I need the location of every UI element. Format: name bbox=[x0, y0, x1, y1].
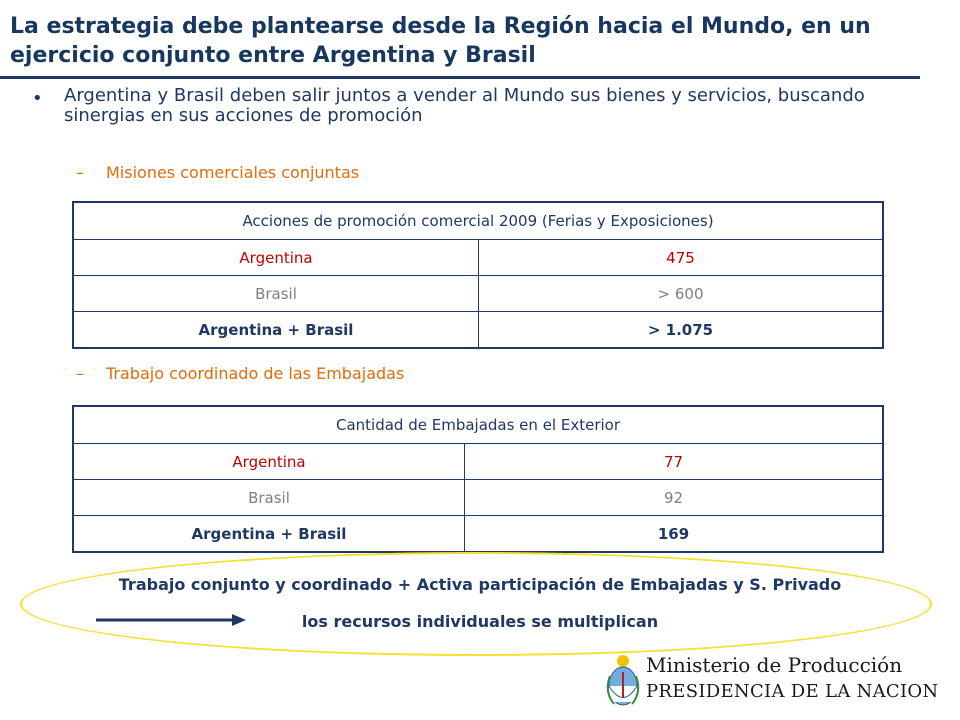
summary-ellipse bbox=[20, 552, 932, 656]
slide-title: La estrategia debe plantearse desde la R… bbox=[10, 14, 871, 68]
row-value-brasil: 92 bbox=[464, 479, 884, 516]
presidency-name: PRESIDENCIA DE LA NACION bbox=[646, 681, 939, 702]
bullet-marker: • bbox=[32, 88, 43, 109]
row-label-brasil: Brasil bbox=[72, 275, 479, 312]
row-label-argentina: Argentina bbox=[72, 239, 479, 276]
row-value-argentina: 77 bbox=[464, 443, 884, 480]
row-value-total: 169 bbox=[464, 515, 884, 553]
row-label-total: Argentina + Brasil bbox=[72, 311, 479, 349]
section-heading-embajadas: – Trabajo coordinado de las Embajadas bbox=[76, 364, 404, 383]
row-label-brasil: Brasil bbox=[72, 479, 465, 516]
row-label-argentina: Argentina bbox=[72, 443, 465, 480]
table-header: Acciones de promoción comercial 2009 (Fe… bbox=[72, 201, 884, 240]
section-heading-text: Misiones comerciales conjuntas bbox=[106, 163, 360, 182]
title-divider bbox=[0, 76, 920, 79]
table-embajadas: Cantidad de Embajadas en el Exterior Arg… bbox=[72, 405, 884, 553]
table-promocion-comercial: Acciones de promoción comercial 2009 (Fe… bbox=[72, 201, 884, 349]
table-row: Argentina 475 bbox=[72, 239, 884, 276]
table-row: Argentina 77 bbox=[72, 443, 884, 480]
summary-line-2: los recursos individuales se multiplican bbox=[301, 612, 659, 631]
table-row: Argentina + Brasil 169 bbox=[72, 515, 884, 553]
argentina-coat-of-arms-icon bbox=[606, 655, 640, 706]
bullet-text: Argentina y Brasil deben salir juntos a … bbox=[64, 85, 865, 126]
section-dash: – bbox=[76, 364, 84, 383]
section-dash: – bbox=[76, 163, 84, 182]
ministry-name: Ministerio de Producción bbox=[646, 653, 903, 677]
table-row: Brasil 92 bbox=[72, 479, 884, 516]
ministry-logo: Ministerio de Producción PRESIDENCIA DE … bbox=[606, 650, 951, 712]
row-value-argentina: 475 bbox=[478, 239, 884, 276]
summary-line-1: Trabajo conjunto y coordinado + Activa p… bbox=[118, 575, 842, 594]
table-row: Brasil > 600 bbox=[72, 275, 884, 312]
row-value-brasil: > 600 bbox=[478, 275, 884, 312]
table-header: Cantidad de Embajadas en el Exterior bbox=[72, 405, 884, 444]
table-row: Argentina + Brasil > 1.075 bbox=[72, 311, 884, 349]
section-heading-misiones: – Misiones comerciales conjuntas bbox=[76, 163, 359, 182]
row-label-total: Argentina + Brasil bbox=[72, 515, 465, 553]
section-heading-text: Trabajo coordinado de las Embajadas bbox=[106, 364, 405, 383]
row-value-total: > 1.075 bbox=[478, 311, 884, 349]
arrow-right-icon bbox=[96, 614, 246, 626]
